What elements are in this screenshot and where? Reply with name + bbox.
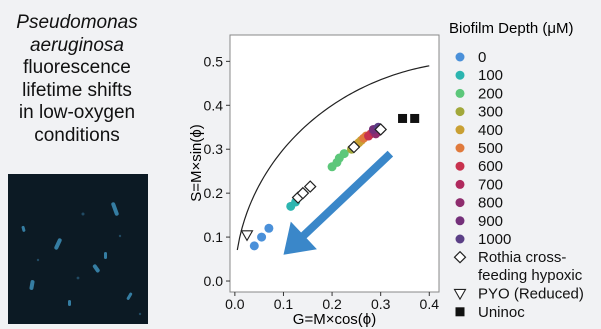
legend-title: Biofilm Depth (μM) bbox=[449, 20, 574, 37]
legend-entry-label: 100 bbox=[478, 67, 503, 84]
arrow-layer bbox=[283, 150, 394, 255]
legend-entry-label: Rothia cross- bbox=[478, 249, 566, 266]
cell-7 bbox=[68, 300, 71, 306]
legend-entry-label: PYO (Reduced) bbox=[478, 286, 584, 303]
legend-entry-label: 0 bbox=[478, 49, 486, 66]
y-tick-label: 0.5 bbox=[204, 53, 224, 69]
x-tick-label: 0.0 bbox=[225, 296, 245, 312]
caption-species-line-1: Pseudomonas bbox=[16, 12, 138, 33]
speck-4 bbox=[76, 276, 80, 280]
y-axis-label: S=M×sin(ϕ) bbox=[188, 124, 205, 202]
legend-entry-label: 300 bbox=[478, 104, 503, 121]
caption-line-6: conditions bbox=[34, 124, 120, 146]
data-point-circle bbox=[455, 70, 465, 80]
caption-species-line-2: aeruginosa bbox=[29, 34, 125, 56]
legend-entry-label: 800 bbox=[478, 195, 503, 212]
cell-6 bbox=[126, 292, 133, 300]
data-point-circle bbox=[455, 234, 465, 244]
annotation-layer bbox=[236, 65, 430, 251]
data-point-circle bbox=[455, 107, 465, 117]
data-point-diamond bbox=[453, 250, 467, 264]
cell-1 bbox=[111, 202, 119, 216]
x-axis-label: G=M×cos(ϕ) bbox=[293, 311, 376, 328]
micrograph-image bbox=[8, 174, 148, 324]
legend-entry-label: 700 bbox=[478, 176, 503, 193]
data-point-square bbox=[410, 113, 420, 123]
speck-5 bbox=[138, 312, 142, 316]
data-point-circle bbox=[455, 52, 465, 62]
data-point-circle bbox=[455, 125, 465, 135]
speck-1 bbox=[81, 212, 85, 216]
y-tick-label: 0.0 bbox=[204, 273, 224, 289]
data-point-circle bbox=[339, 149, 349, 159]
data-points-layer bbox=[240, 113, 420, 251]
y-tick-label: 0.2 bbox=[204, 185, 224, 201]
caption-line-4: lifetime shifts bbox=[22, 79, 132, 101]
legend-entry-label: 400 bbox=[478, 122, 503, 139]
data-point-circle bbox=[455, 161, 465, 171]
legend-entry-label: 900 bbox=[478, 213, 503, 230]
data-point-circle bbox=[264, 223, 274, 233]
universal-semicircle bbox=[236, 65, 430, 251]
ticks-layer: 0.0 0.1 0.2 0.3 0.4 0.0 0.1 0.2 0.3 0.4 0.5 bbox=[204, 53, 440, 312]
y-tick-label: 0.1 bbox=[204, 229, 224, 245]
cell-8 bbox=[21, 225, 26, 232]
data-point-circle bbox=[249, 241, 259, 251]
cell-5 bbox=[104, 252, 107, 259]
x-tick-label: 0.3 bbox=[371, 296, 391, 312]
x-tick-label: 0.4 bbox=[420, 296, 440, 312]
data-point-circle bbox=[455, 198, 465, 208]
legend-entry-label: 200 bbox=[478, 85, 503, 102]
legend-entry-label: feeding hypoxic bbox=[478, 267, 583, 284]
data-point-diamond bbox=[374, 123, 388, 136]
data-point-diamond bbox=[303, 180, 317, 193]
cell-4 bbox=[92, 264, 100, 273]
legend-entry-label: 500 bbox=[478, 140, 503, 157]
speck-3 bbox=[118, 234, 122, 238]
legend-entry-label: 1000 bbox=[478, 231, 511, 248]
micrograph-background bbox=[8, 174, 148, 324]
data-point-square bbox=[398, 113, 408, 123]
data-point-triangle bbox=[453, 288, 467, 301]
speck-2 bbox=[36, 258, 40, 262]
legend-entry-label: 600 bbox=[478, 158, 503, 175]
x-tick-label: 0.2 bbox=[322, 296, 342, 312]
trend-arrow bbox=[283, 150, 394, 255]
x-tick-label: 0.1 bbox=[274, 296, 294, 312]
figure-caption: Pseudomonas aeruginosa fluorescence life… bbox=[6, 12, 148, 147]
y-tick-label: 0.3 bbox=[204, 141, 224, 157]
data-point-square bbox=[455, 307, 465, 317]
data-point-circle bbox=[455, 143, 465, 153]
data-point-diamond bbox=[347, 140, 361, 154]
cell-2 bbox=[54, 238, 62, 250]
caption-line-5: in low-oxygen bbox=[18, 102, 136, 123]
y-tick-label: 0.4 bbox=[204, 97, 224, 113]
data-point-circle bbox=[455, 216, 465, 226]
data-point-triangle bbox=[240, 230, 254, 242]
legend-entry-label: Uninoc bbox=[478, 304, 525, 321]
caption-line-3: fluorescence bbox=[23, 57, 131, 78]
cell-3 bbox=[29, 280, 35, 290]
data-point-circle bbox=[455, 179, 465, 189]
data-point-circle bbox=[257, 232, 267, 242]
data-point-circle bbox=[455, 88, 465, 98]
data-point-diamond bbox=[296, 186, 310, 200]
